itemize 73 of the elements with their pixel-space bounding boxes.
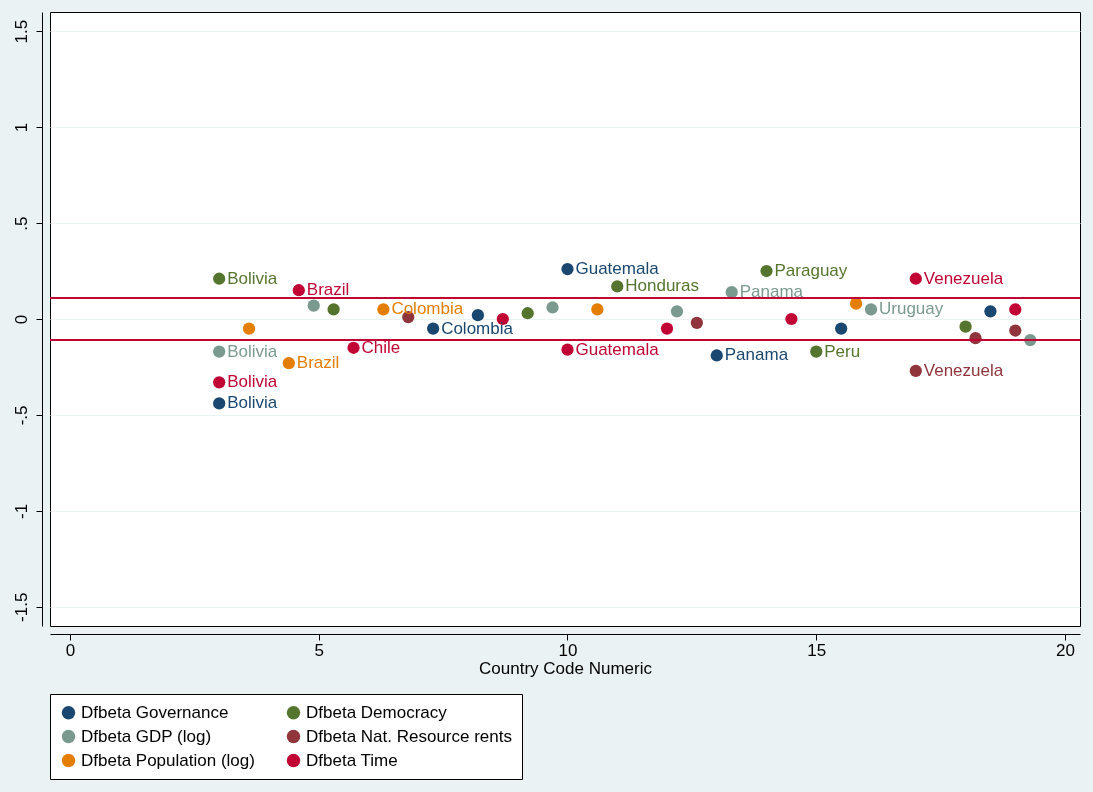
point — [864, 303, 878, 316]
point — [213, 397, 226, 410]
data-label: Chile — [361, 337, 401, 357]
data-label: Venezuela — [923, 360, 1004, 380]
x-tick-label: 15 — [807, 640, 827, 660]
point — [835, 322, 848, 335]
y-tick-label: -1.5 — [11, 592, 31, 622]
data-label: Bolivia — [227, 268, 278, 288]
y-tick-label: 1 — [11, 122, 31, 133]
point — [660, 322, 674, 335]
data-label: Panama — [724, 345, 789, 365]
point — [591, 303, 604, 316]
data-label: Bolivia — [227, 372, 278, 392]
point — [327, 303, 340, 316]
point — [561, 263, 574, 276]
point — [347, 341, 360, 354]
point — [427, 322, 440, 335]
point — [213, 376, 226, 389]
point — [785, 312, 798, 326]
data-label: Peru — [824, 341, 861, 361]
point — [521, 307, 534, 320]
point — [909, 364, 922, 377]
legend-label: Dfbeta Time — [306, 750, 398, 770]
point — [690, 316, 703, 329]
y-tick-label: .5 — [11, 216, 31, 231]
x-axis-title: Country Code Numeric — [479, 658, 653, 678]
data-label: Honduras — [625, 276, 699, 296]
point — [670, 305, 684, 318]
legend-label: Dfbeta Nat. Resource rents — [306, 726, 512, 746]
y-tick-label: -1 — [11, 503, 31, 519]
data-label: Colombia — [391, 299, 464, 319]
data-label: Bolivia — [227, 393, 278, 413]
point — [213, 272, 226, 285]
legend-label: Dfbeta Governance — [81, 702, 229, 722]
x-tick-label: 20 — [1056, 640, 1076, 660]
point — [292, 284, 305, 297]
point — [810, 345, 823, 358]
y-tick-label: -.5 — [11, 405, 31, 426]
point — [213, 345, 226, 358]
point — [760, 264, 773, 278]
point — [377, 303, 390, 316]
point — [909, 272, 922, 285]
point — [959, 320, 972, 333]
point — [282, 357, 295, 370]
point — [611, 280, 624, 293]
point — [546, 301, 559, 314]
legend-label: Dfbeta Democracy — [306, 702, 448, 722]
data-label: Brazil — [306, 280, 350, 300]
data-label: Guatemala — [575, 339, 660, 359]
data-label: Colombia — [441, 318, 514, 338]
y-tick-label: 1.5 — [11, 19, 31, 44]
point — [242, 322, 256, 335]
y-tick-label: 0 — [11, 314, 31, 325]
point — [849, 297, 863, 310]
data-label: Brazil — [296, 353, 340, 373]
data-label: Panama — [739, 282, 804, 302]
data-label: Guatemala — [575, 259, 660, 279]
x-tick-label: 5 — [314, 640, 324, 660]
x-tick-label: 10 — [558, 640, 578, 660]
point — [307, 299, 320, 312]
point — [1009, 324, 1022, 337]
point — [1009, 303, 1022, 316]
data-label: Venezuela — [923, 268, 1004, 288]
legend-label: Dfbeta GDP (log) — [81, 726, 212, 746]
point — [561, 343, 574, 356]
data-label: Uruguay — [879, 299, 944, 319]
data-label: Paraguay — [774, 261, 848, 281]
point — [984, 305, 997, 318]
point — [710, 349, 723, 362]
point — [471, 309, 485, 322]
x-tick-label: 0 — [65, 640, 76, 660]
legend-label: Dfbeta Population (log) — [81, 750, 255, 770]
data-label: Bolivia — [227, 341, 278, 361]
